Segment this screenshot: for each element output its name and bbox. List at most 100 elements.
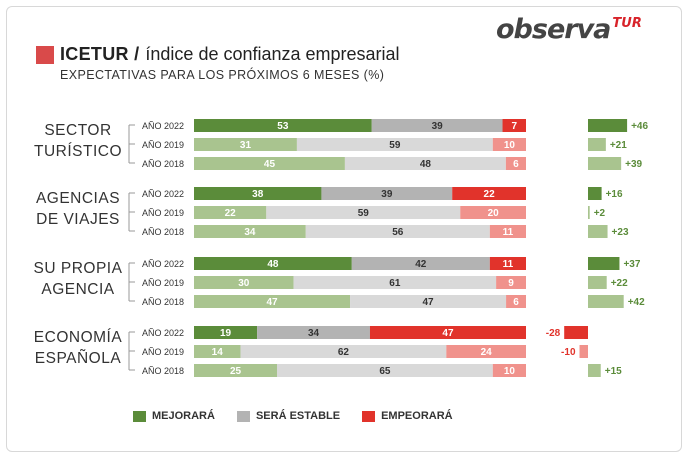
year-label: AÑO 2022 bbox=[142, 259, 184, 269]
data-label: 48 bbox=[420, 159, 432, 170]
data-label: 53 bbox=[277, 121, 289, 132]
bar-segment-estable bbox=[257, 326, 370, 339]
net-bar bbox=[588, 119, 628, 132]
net-bar bbox=[588, 157, 622, 170]
year-label: AÑO 2019 bbox=[142, 208, 184, 218]
bar-segment-empeorara bbox=[505, 157, 526, 170]
bar-segment-empeorara bbox=[369, 326, 526, 339]
group-label: SECTOR bbox=[44, 122, 111, 139]
net-label: +39 bbox=[625, 159, 642, 170]
data-label: 47 bbox=[422, 297, 434, 308]
data-label: 7 bbox=[511, 121, 517, 132]
bar-segment-mejorara bbox=[194, 206, 267, 219]
year-label: AÑO 2022 bbox=[142, 121, 184, 131]
legend: MEJORARÁ SERÁ ESTABLE EMPEORARÁ bbox=[133, 410, 475, 422]
net-bar bbox=[588, 225, 608, 238]
data-label: 59 bbox=[358, 208, 370, 219]
bar-segment-empeorara bbox=[489, 225, 526, 238]
bar-segment-estable bbox=[293, 276, 497, 289]
data-label: 6 bbox=[513, 159, 519, 170]
bar-segment-estable bbox=[277, 364, 493, 377]
data-label: 34 bbox=[308, 328, 320, 339]
bar-segment-empeorara bbox=[446, 345, 526, 358]
bar-segment-mejorara bbox=[194, 138, 297, 151]
title-bold: ICETUR / bbox=[60, 44, 140, 64]
data-label: 45 bbox=[264, 159, 276, 170]
data-label: 62 bbox=[338, 347, 350, 358]
net-label: +42 bbox=[628, 297, 645, 308]
data-label: 38 bbox=[252, 189, 264, 200]
bar-segment-empeorara bbox=[506, 295, 526, 308]
data-label: 11 bbox=[503, 227, 514, 238]
year-label: AÑO 2019 bbox=[142, 140, 184, 150]
data-label: 22 bbox=[225, 208, 237, 219]
bar-segment-mejorara bbox=[194, 157, 345, 170]
bar-segment-mejorara bbox=[194, 364, 277, 377]
net-bar bbox=[579, 345, 588, 358]
data-label: 24 bbox=[481, 347, 493, 358]
bar-segment-estable bbox=[305, 225, 490, 238]
year-label: AÑO 2019 bbox=[142, 347, 184, 357]
bar-segment-mejorara bbox=[194, 257, 352, 270]
bar-segment-empeorara bbox=[492, 364, 526, 377]
group-label: SU PROPIA bbox=[34, 260, 123, 277]
data-label: 56 bbox=[392, 227, 404, 238]
data-label: 25 bbox=[230, 366, 242, 377]
data-label: 42 bbox=[415, 259, 427, 270]
chart-subtitle: EXPECTATIVAS PARA LOS PRÓXIMOS 6 MESES (… bbox=[60, 68, 385, 82]
legend-label: MEJORARÁ bbox=[152, 410, 215, 422]
data-label: 61 bbox=[389, 278, 401, 289]
data-label: 6 bbox=[513, 297, 519, 308]
year-label: AÑO 2018 bbox=[142, 159, 184, 169]
net-label: +46 bbox=[631, 121, 648, 132]
net-label: +16 bbox=[606, 189, 623, 200]
data-label: 48 bbox=[267, 259, 279, 270]
data-label: 31 bbox=[240, 140, 252, 151]
chart-title: ICETUR / índice de confianza empresarial bbox=[36, 44, 400, 65]
bar-segment-mejorara bbox=[194, 326, 258, 339]
data-label: 34 bbox=[244, 227, 256, 238]
data-label: 30 bbox=[238, 278, 250, 289]
year-label: AÑO 2018 bbox=[142, 366, 184, 376]
net-label: -10 bbox=[561, 347, 576, 358]
bar-segment-mejorara bbox=[194, 345, 241, 358]
year-label: AÑO 2022 bbox=[142, 189, 184, 199]
data-label: 47 bbox=[266, 297, 278, 308]
bar-segment-empeorara bbox=[489, 257, 526, 270]
net-label: +22 bbox=[611, 278, 628, 289]
year-label: AÑO 2018 bbox=[142, 227, 184, 237]
bar-segment-estable bbox=[296, 138, 493, 151]
observatur-logo: observa TUR bbox=[496, 14, 642, 45]
bar-segment-empeorara bbox=[460, 206, 526, 219]
bar-segment-estable bbox=[321, 187, 453, 200]
data-label: 59 bbox=[389, 140, 401, 151]
net-bar bbox=[588, 187, 602, 200]
data-label: 9 bbox=[508, 278, 514, 289]
bar-segment-estable bbox=[371, 119, 503, 132]
group-label: AGENCIAS bbox=[36, 190, 120, 207]
legend-swatch-empeorara bbox=[362, 410, 376, 422]
net-label: +15 bbox=[605, 366, 622, 377]
group-label: ESPAÑOLA bbox=[35, 350, 122, 367]
legend-item-empeorara: EMPEORARÁ bbox=[362, 410, 453, 422]
net-label: +37 bbox=[623, 259, 640, 270]
bar-segment-mejorara bbox=[194, 276, 294, 289]
bar-segment-estable bbox=[350, 295, 507, 308]
legend-label: SERÁ ESTABLE bbox=[255, 410, 341, 422]
net-bar bbox=[588, 295, 624, 308]
net-bar bbox=[588, 206, 590, 219]
legend-item-estable: SERÁ ESTABLE bbox=[236, 410, 341, 422]
net-bar bbox=[588, 138, 606, 151]
year-label: AÑO 2019 bbox=[142, 278, 184, 288]
bar-segment-estable bbox=[344, 157, 506, 170]
data-label: 10 bbox=[504, 366, 516, 377]
bar-segment-mejorara bbox=[194, 187, 322, 200]
title-rest: índice de confianza empresarial bbox=[145, 44, 400, 64]
title-square-icon bbox=[36, 45, 54, 64]
group-label: TURÍSTICO bbox=[34, 143, 122, 160]
bar-segment-estable bbox=[240, 345, 447, 358]
net-bar bbox=[588, 364, 601, 377]
data-label: 19 bbox=[220, 328, 232, 339]
legend-swatch-estable bbox=[236, 410, 250, 422]
net-label: +23 bbox=[612, 227, 629, 238]
